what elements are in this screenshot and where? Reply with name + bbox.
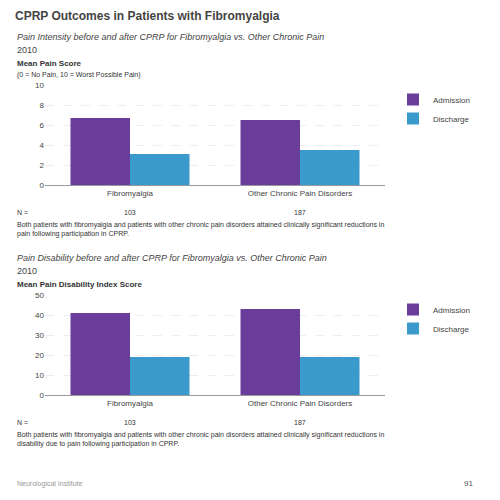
- svg-text:20: 20: [35, 351, 44, 360]
- svg-text:Discharge: Discharge: [433, 115, 470, 124]
- svg-text:8: 8: [40, 101, 45, 110]
- svg-text:103: 103: [124, 419, 136, 426]
- svg-text:30: 30: [35, 331, 44, 340]
- svg-text:Other Chronic Pain Disorders: Other Chronic Pain Disorders: [248, 399, 352, 408]
- svg-text:10: 10: [35, 371, 44, 380]
- svg-text:Both patients with fibromyalgi: Both patients with fibromyalgia and pati…: [17, 221, 384, 238]
- svg-text:103: 103: [124, 209, 136, 216]
- svg-text:Fibromyalgia: Fibromyalgia: [107, 189, 153, 198]
- svg-text:2010: 2010: [17, 266, 37, 276]
- svg-text:40: 40: [35, 311, 44, 320]
- svg-text:N =: N =: [17, 209, 28, 216]
- svg-text:Mean Pain Score: Mean Pain Score: [17, 59, 82, 68]
- svg-text:10: 10: [35, 81, 44, 90]
- svg-text:Pain Disability before and aft: Pain Disability before and after CPRP fo…: [17, 253, 327, 263]
- svg-text:2: 2: [40, 161, 45, 170]
- svg-text:CPRP Outcomes in Patients with: CPRP Outcomes in Patients with Fibromyal…: [15, 9, 280, 23]
- svg-text:Admission: Admission: [433, 306, 470, 315]
- svg-text:Discharge: Discharge: [433, 325, 470, 334]
- svg-text:6: 6: [40, 121, 45, 130]
- svg-text:N =: N =: [17, 419, 28, 426]
- svg-text:Mean Pain Disability Index Sco: Mean Pain Disability Index Score: [17, 280, 142, 289]
- svg-text:2010: 2010: [17, 45, 37, 55]
- svg-text:0: 0: [40, 181, 45, 190]
- svg-text:Pain Intensity before and afte: Pain Intensity before and after CPRP for…: [17, 32, 324, 42]
- svg-text:187: 187: [294, 209, 306, 216]
- svg-text:(0 = No Pain, 10 = Worst Possi: (0 = No Pain, 10 = Worst Possible Pain): [17, 71, 141, 79]
- svg-text:0: 0: [40, 391, 45, 400]
- svg-text:Fibromyalgia: Fibromyalgia: [107, 399, 153, 408]
- svg-text:91: 91: [464, 479, 473, 488]
- svg-text:Admission: Admission: [433, 96, 470, 105]
- svg-text:4: 4: [40, 141, 45, 150]
- svg-text:Neurological Institute: Neurological Institute: [17, 480, 82, 488]
- svg-text:187: 187: [294, 419, 306, 426]
- svg-text:Other Chronic Pain Disorders: Other Chronic Pain Disorders: [248, 189, 352, 198]
- svg-text:50: 50: [35, 291, 44, 300]
- svg-text:Both patients with fibromyalgi: Both patients with fibromyalgia and pati…: [17, 431, 384, 448]
